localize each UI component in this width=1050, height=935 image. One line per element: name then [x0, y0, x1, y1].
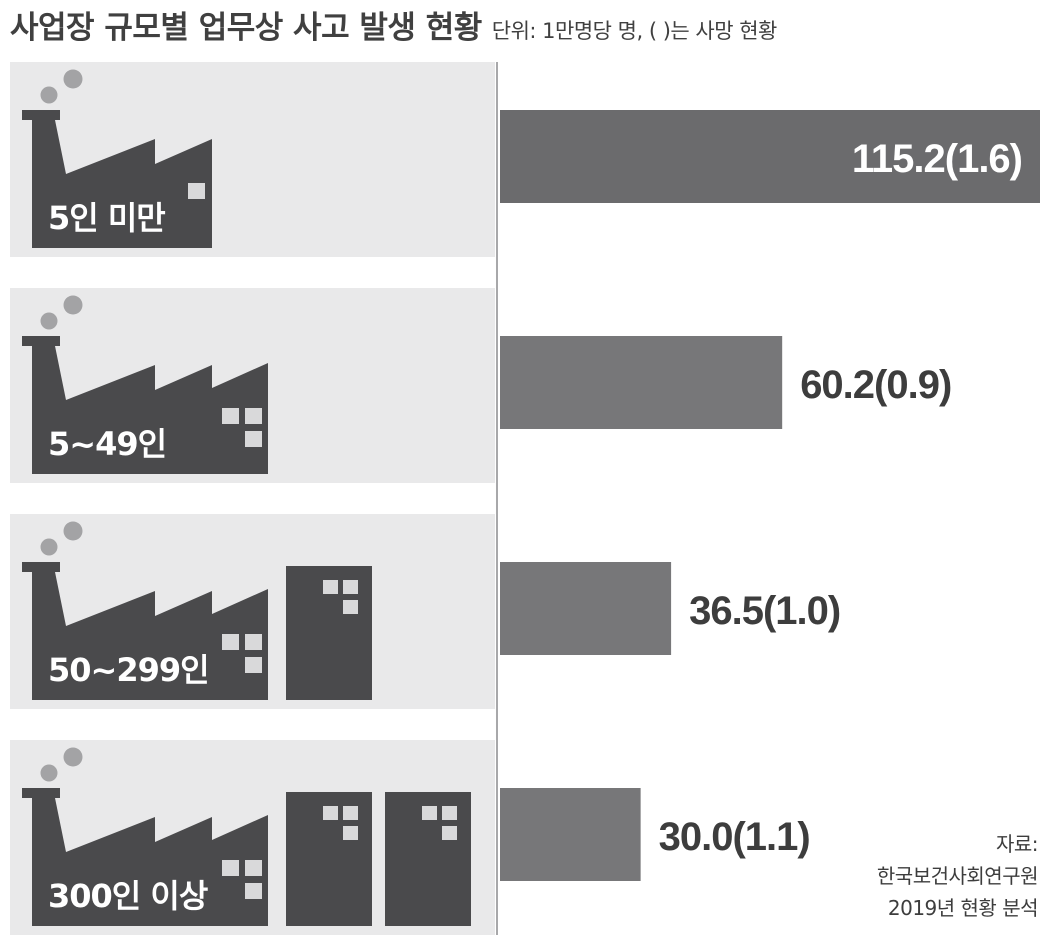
bar [500, 110, 1040, 203]
chart-row: 50~299인 36.5(1.0) [10, 514, 841, 709]
smoke-puff [63, 295, 83, 315]
building-window [442, 806, 457, 820]
bar [500, 336, 783, 429]
building-window [442, 826, 457, 840]
building-window [343, 806, 358, 820]
chimney-cap [22, 788, 60, 798]
smoke-puff [40, 538, 58, 556]
factory-window [188, 183, 205, 199]
chimney-cap [22, 562, 60, 572]
chart-title: 사업장 규모별 업무상 사고 발생 현황 [10, 10, 482, 46]
bar [500, 788, 641, 881]
factory-window [245, 657, 262, 673]
building-window [422, 806, 437, 820]
factory-with-building-icon [22, 521, 372, 700]
smoke-puff [40, 86, 58, 104]
factory-window [245, 860, 262, 876]
category-label: 5~49인 [48, 425, 166, 463]
factory-window [245, 883, 262, 899]
building-window [343, 600, 358, 614]
category-label: 5인 미만 [48, 199, 165, 237]
chart-row: 300인 이상 30.0(1.1) [10, 740, 811, 935]
data-label: 115.2(1.6) [852, 137, 1022, 181]
category-label: 50~299인 [48, 651, 209, 689]
smoke-puff [40, 312, 58, 330]
factory-body [32, 346, 268, 474]
smoke-puff [63, 747, 83, 767]
building-window [323, 580, 338, 594]
factory-window [222, 408, 239, 424]
smoke-puff [40, 764, 58, 782]
smoke-puff [63, 69, 83, 89]
chimney-cap [22, 110, 60, 120]
factory-with-two-buildings-icon [22, 747, 471, 926]
factory-window [245, 408, 262, 424]
smoke-puff [63, 521, 83, 541]
bar [500, 562, 672, 655]
factory-icon [22, 295, 268, 474]
factory-body [32, 798, 268, 926]
source-note: 자료: 한국보건사회연구원 2019년 현황 분석 [876, 828, 1039, 924]
chart-row: 5인 미만 115.2(1.6) [10, 62, 1040, 257]
title-row: 사업장 규모별 업무상 사고 발생 현황 단위: 1만명당 명, ( )는 사망 … [10, 2, 1040, 50]
building-window [323, 806, 338, 820]
chart-row: 5~49인 60.2(0.9) [10, 288, 952, 483]
data-label: 30.0(1.1) [659, 815, 810, 859]
factory-window [222, 860, 239, 876]
factory-window [222, 634, 239, 650]
category-label: 300인 이상 [48, 877, 208, 915]
unit-note: 단위: 1만명당 명, ( )는 사망 현황 [491, 19, 778, 43]
small-factory-icon [22, 69, 212, 248]
data-label: 60.2(0.9) [800, 363, 951, 407]
source-org: 한국보건사회연구원 [876, 864, 1039, 888]
building-window [343, 580, 358, 594]
source-detail: 2019년 현황 분석 [887, 896, 1039, 920]
factory-window [245, 431, 262, 447]
chimney-cap [22, 336, 60, 346]
factory-body [32, 572, 268, 700]
data-label: 36.5(1.0) [689, 589, 840, 633]
factory-body [32, 120, 212, 248]
source-label: 자료: [995, 832, 1039, 856]
building-window [343, 826, 358, 840]
factory-window [245, 634, 262, 650]
